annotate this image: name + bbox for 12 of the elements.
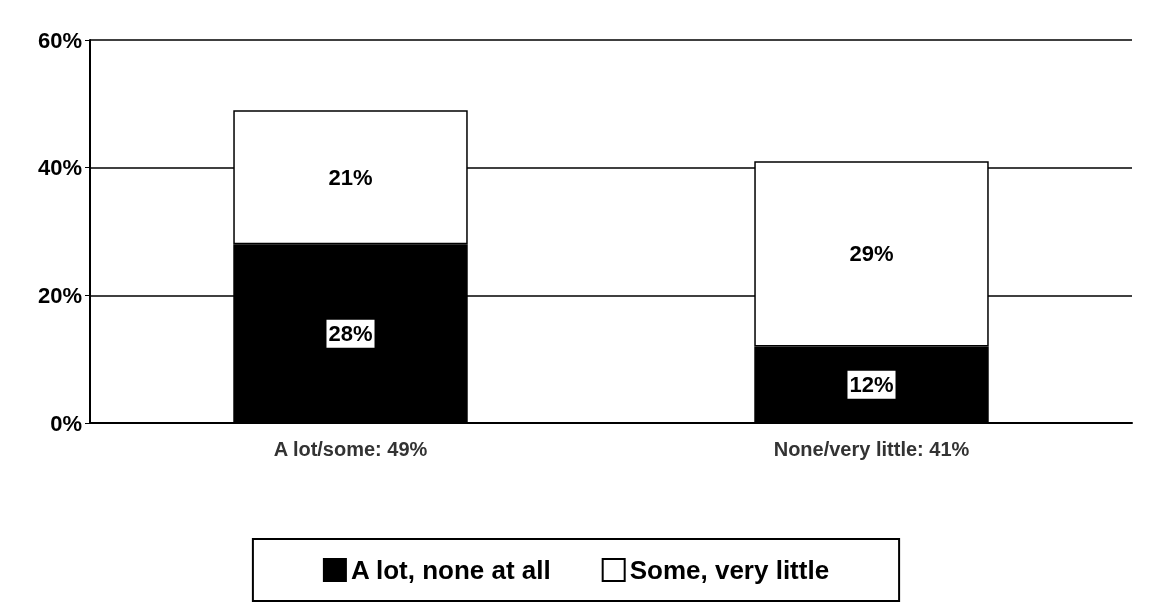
legend-label: A lot, none at all xyxy=(350,555,551,585)
y-tick-label: 40% xyxy=(37,155,82,181)
y-tick-label: 0% xyxy=(50,410,82,436)
y-tick-label: 20% xyxy=(37,282,82,308)
data-label: 21% xyxy=(328,164,373,190)
x-tick-label: A lot/some: 49% xyxy=(273,438,428,460)
data-label: 29% xyxy=(849,241,894,267)
data-label: 28% xyxy=(328,321,373,347)
x-tick-label: None/very little: 41% xyxy=(773,438,970,460)
data-label: 12% xyxy=(849,372,894,398)
legend-label: Some, very little xyxy=(629,555,830,585)
y-tick-label: 60% xyxy=(37,27,82,53)
